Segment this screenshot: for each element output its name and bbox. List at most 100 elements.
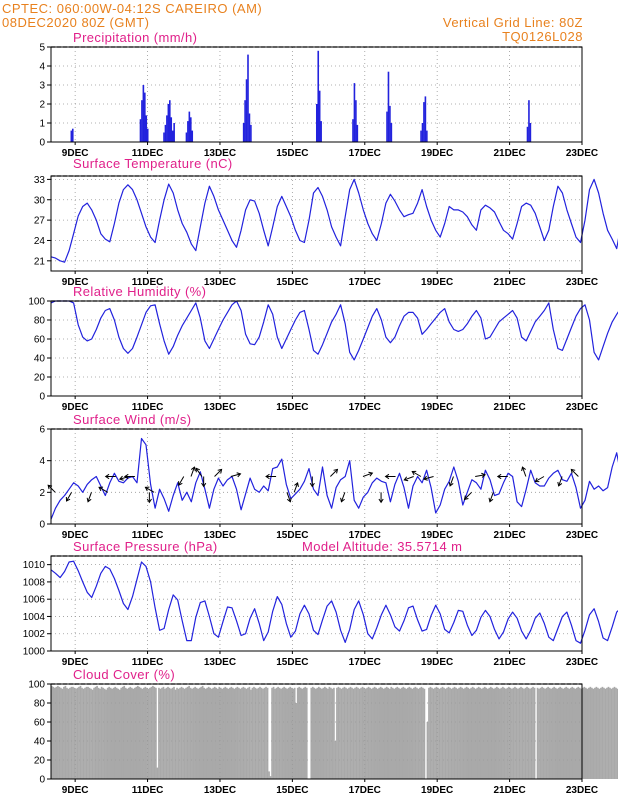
cloud-bar: [241, 687, 243, 779]
wind-arrow-head: [534, 477, 540, 483]
wind-arrow-head: [146, 498, 152, 504]
cloud-bar: [70, 686, 73, 779]
y-tick-label: 1004: [23, 612, 46, 623]
precip-bar: [170, 117, 173, 142]
x-tick-label: 21DEC: [493, 277, 525, 288]
wind-arrow-head: [98, 486, 104, 492]
precip-bar: [166, 115, 168, 142]
cloud-bar: [449, 687, 451, 779]
precip-bar: [423, 102, 425, 142]
cloud-bar: [272, 686, 275, 779]
cloud-bar: [280, 688, 282, 779]
cloud-bar: [388, 688, 391, 779]
panel-2: [47, 300, 618, 399]
wind-arrow: [475, 472, 486, 478]
cloud-bar: [158, 687, 160, 779]
precip-bar: [356, 124, 359, 142]
cloud-bar: [354, 687, 356, 779]
cloud-bar: [351, 687, 353, 779]
y-tick-label: 1010: [23, 560, 46, 571]
cloud-bar: [201, 685, 204, 779]
x-tick-label: 19DEC: [421, 402, 453, 413]
x-tick-label: 15DEC: [276, 277, 308, 288]
precip-bar: [355, 100, 357, 142]
cloud-bar: [132, 688, 135, 779]
wind-arrow: [378, 492, 384, 504]
cloud-bar: [227, 688, 230, 779]
cloud-bar: [381, 687, 384, 779]
cloud-bar: [268, 771, 270, 779]
cloud-bar: [75, 688, 77, 779]
wind-arrow-head: [265, 473, 270, 480]
cloud-bar: [396, 686, 399, 779]
wind-arrow-head: [86, 497, 92, 503]
wind-arrow: [534, 476, 545, 483]
cloud-bar: [547, 686, 549, 779]
cloud-bar: [103, 688, 106, 779]
cloud-bar: [532, 686, 534, 779]
cloud-bar: [456, 688, 459, 779]
cloud-bar: [183, 688, 186, 779]
x-tick-label: 19DEC: [421, 785, 453, 796]
cloud-bar: [601, 686, 604, 779]
cloud-bar: [391, 687, 394, 779]
cloud-bar: [63, 686, 65, 779]
cloud-bar: [105, 689, 107, 779]
wind-arrow-shaft: [87, 492, 92, 502]
cloud-bar: [162, 686, 165, 779]
precip-bar: [317, 50, 320, 142]
cloud-bar: [112, 687, 115, 779]
x-tick-label: 9DEC: [62, 785, 89, 796]
cloud-bar: [443, 687, 445, 779]
cloud-bar: [79, 685, 82, 779]
cloud-bar: [441, 686, 444, 779]
cloud-bar: [480, 688, 483, 779]
x-tick-label: 15DEC: [276, 402, 308, 413]
cloud-bar: [355, 686, 358, 779]
x-tick-label: 17DEC: [349, 148, 381, 159]
cloud-bar: [224, 686, 227, 779]
cloud-bar: [230, 686, 233, 779]
cloud-bar: [494, 687, 497, 779]
cloud-bar: [411, 688, 414, 779]
cloud-bar: [331, 688, 334, 779]
cloud-bar: [319, 687, 322, 779]
cloud-bar: [581, 687, 584, 779]
wind-arrow-head: [309, 482, 315, 488]
cloud-bar: [444, 688, 447, 779]
cloud-bar: [218, 686, 221, 779]
y-tick-label: 1006: [23, 595, 46, 606]
cloud-bar: [382, 688, 385, 779]
cloud-bar: [506, 687, 509, 779]
cloud-bar: [141, 688, 144, 779]
x-tick-label: 9DEC: [62, 277, 89, 288]
cloud-bar: [60, 687, 62, 779]
wind-arrow-shaft: [558, 476, 563, 487]
cloud-bar: [54, 687, 56, 779]
cloud-bar: [580, 688, 583, 779]
cloud-bar: [174, 689, 177, 779]
cloud-bar: [613, 686, 616, 779]
cloud-bar: [82, 688, 85, 779]
cloud-bar: [364, 688, 367, 779]
cloud-bar: [399, 688, 402, 779]
cloud-bar: [260, 687, 263, 779]
cloud-bar: [420, 686, 423, 779]
cloud-bar: [607, 686, 610, 779]
wind-arrow-head: [496, 473, 502, 480]
precip-bar: [318, 90, 321, 142]
cloud-bar: [263, 687, 266, 779]
cloud-bar: [600, 687, 602, 779]
cloud-bar: [167, 686, 169, 779]
cloud-bar: [394, 687, 397, 779]
cloud-bar: [352, 688, 355, 779]
cloud-bar: [195, 687, 198, 779]
cloud-bar: [179, 687, 181, 779]
wind-arrow: [557, 476, 563, 487]
cloud-bar: [301, 688, 304, 779]
cloud-bar: [488, 687, 491, 779]
wind-arrow: [265, 473, 277, 480]
precip-bar: [248, 113, 251, 142]
wind-arrow-head: [463, 495, 469, 501]
cloud-bar: [345, 687, 347, 779]
